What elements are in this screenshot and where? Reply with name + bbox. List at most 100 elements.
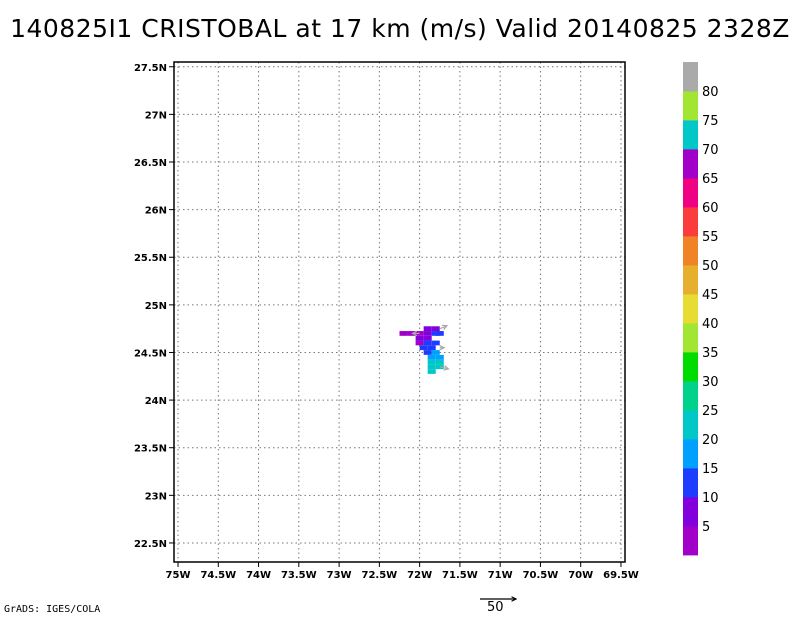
heatmap-cell: [399, 331, 408, 336]
y-tick-label: 22.5N: [134, 539, 167, 550]
colorbar-label: 75: [702, 114, 719, 129]
colorbar-segment: [683, 178, 698, 208]
colorbar-segment: [683, 207, 698, 237]
chart-title: 140825I1 CRISTOBAL at 17 km (m/s) Valid …: [10, 14, 790, 43]
colorbar-segment: [683, 526, 698, 556]
heatmap-cell: [427, 364, 436, 370]
wind-vector: [411, 330, 420, 337]
heatmap-cell: [423, 331, 432, 336]
heatmap-cell: [427, 354, 436, 360]
colorbar-label: 45: [702, 288, 719, 303]
colorbar-segment: [683, 352, 698, 382]
colorbar-label: 25: [702, 404, 719, 419]
wind-vector-head: [411, 330, 418, 337]
colorbar-label: 60: [702, 201, 719, 216]
y-tick-label: 25.5N: [134, 253, 167, 264]
y-tick-label: 26.5N: [134, 158, 167, 169]
colorbar-segment: [683, 294, 698, 324]
wind-vector-head: [443, 365, 450, 371]
x-tick-label: 72.5W: [362, 570, 398, 581]
wind-speed-cells: [399, 326, 444, 374]
x-axis-ticks: 75W 74.5W 74W 73.5W 73W 72.5W 72W 71.5W 71W 70.5W…: [166, 562, 639, 581]
colorbar-label: 80: [702, 85, 719, 100]
colorbar-label: 35: [702, 346, 719, 361]
heatmap-cell: [427, 359, 436, 365]
x-tick-label: 70.5W: [523, 570, 559, 581]
heatmap-cell: [423, 340, 432, 346]
reference-arrow-head: [511, 596, 518, 602]
colorbar-label: 55: [702, 230, 719, 245]
reference-arrow: [480, 596, 518, 602]
x-tick-label: 71.5W: [442, 570, 478, 581]
heatmap-cell: [415, 340, 424, 346]
wind-vector-head: [441, 324, 449, 330]
y-tick-label: 24N: [145, 396, 167, 407]
x-tick-label: 73.5W: [281, 570, 317, 581]
colorbar-label: 70: [702, 143, 719, 158]
colorbar-segment: [683, 439, 698, 469]
x-tick-label: 74.5W: [200, 570, 236, 581]
colorbar-label: 15: [702, 462, 719, 477]
colorbar-segment: [683, 497, 698, 527]
colorbar-label: 5: [702, 520, 710, 535]
colorbar-label: 30: [702, 375, 719, 390]
x-tick-label: 72W: [407, 570, 432, 581]
wind-vector: [439, 324, 449, 330]
heatmap-cell: [415, 335, 424, 341]
heatmap-cell: [423, 350, 432, 355]
x-tick-label: 70W: [568, 570, 593, 581]
colorbar-segment: [683, 381, 698, 411]
colorbar-segment: [683, 468, 698, 498]
heatmap-cell: [435, 354, 444, 360]
vector-scale-label: 50: [487, 600, 504, 615]
heatmap-cell: [431, 326, 440, 332]
x-tick-label: 75W: [166, 570, 191, 581]
heatmap-cell: [435, 359, 444, 365]
grads-credit: GrADS: IGES/COLA: [4, 604, 101, 615]
heatmap-cell: [419, 345, 428, 351]
y-axis-ticks: 22.5N 23N 23.5N 24N 24.5N 25N 25.5N 26N 26.5N 27N…: [134, 63, 174, 550]
y-tick-label: 27.5N: [134, 63, 167, 74]
grid-lines: [174, 62, 625, 562]
y-tick-label: 23N: [145, 491, 167, 502]
colorbar-segment: [683, 91, 698, 121]
colorbar-segment: [683, 62, 698, 92]
plot-frame: [173, 61, 626, 563]
colorbar-label: 10: [702, 491, 719, 506]
heatmap-cell: [423, 335, 432, 341]
wind-vector-shaft: [439, 366, 449, 370]
wind-vectors: [411, 324, 450, 371]
heatmap-cell: [427, 369, 436, 374]
heatmap-cell: [427, 345, 436, 351]
x-tick-label: 73W: [327, 570, 352, 581]
colorbar-segment: [683, 265, 698, 295]
colorbar: 5 10 15 20 25 30 35 40 45 50 55 60 65 70 75 80: [683, 62, 719, 556]
colorbar-segment: [683, 236, 698, 266]
y-tick-label: 26N: [145, 206, 167, 217]
colorbar-segment: [683, 410, 698, 440]
x-tick-label: 71W: [488, 570, 513, 581]
wind-vector: [439, 365, 450, 371]
colorbar-segment: [683, 120, 698, 150]
colorbar-segment: [683, 323, 698, 353]
y-tick-label: 23.5N: [134, 444, 167, 455]
heatmap-cell: [431, 350, 440, 355]
colorbar-label: 40: [702, 317, 719, 332]
colorbar-segment: [683, 149, 698, 179]
colorbar-label: 65: [702, 172, 719, 187]
wind-vector: [439, 344, 446, 351]
colorbar-label: 50: [702, 259, 719, 274]
y-tick-label: 24.5N: [134, 348, 167, 359]
heatmap-cell: [423, 326, 432, 332]
y-tick-label: 25N: [145, 301, 167, 312]
heatmap-cell: [435, 364, 444, 370]
wind-vector-head: [439, 344, 446, 351]
reference-vector: [480, 596, 518, 602]
y-tick-label: 27N: [145, 110, 167, 121]
x-tick-label: 74W: [246, 570, 271, 581]
x-tick-label: 69.5W: [603, 570, 639, 581]
heatmap-cell: [435, 331, 444, 336]
colorbar-label: 20: [702, 433, 719, 448]
heatmap-cell: [431, 340, 440, 346]
